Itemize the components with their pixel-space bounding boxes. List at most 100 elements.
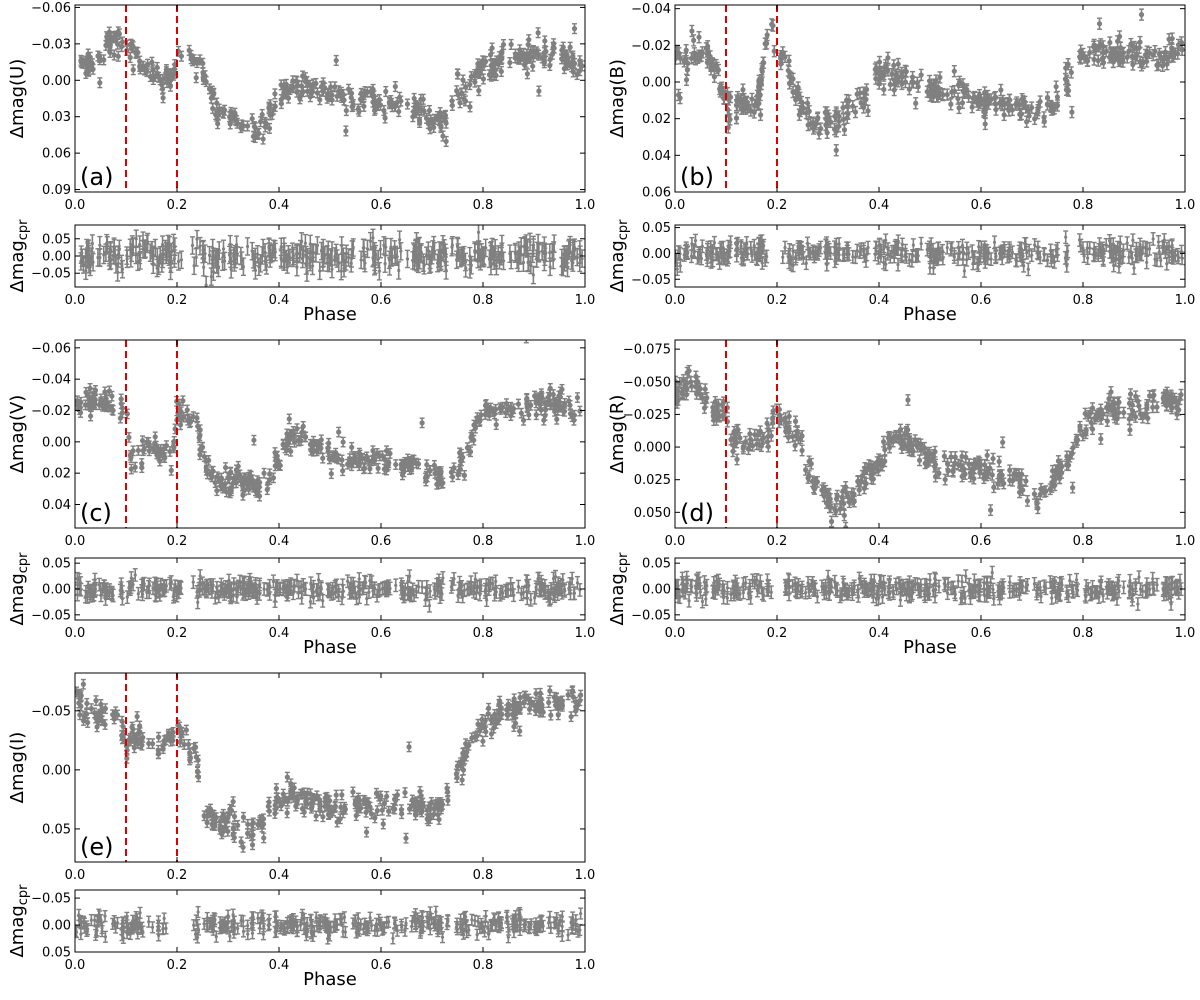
lc-marker bbox=[567, 44, 573, 50]
lc-point bbox=[463, 81, 469, 93]
lc-point bbox=[101, 54, 107, 66]
resid-point bbox=[377, 239, 383, 259]
lc-point bbox=[135, 46, 141, 59]
resid-marker bbox=[373, 263, 377, 267]
resid-point bbox=[278, 250, 284, 269]
lc-marker bbox=[443, 120, 449, 126]
resid-point bbox=[137, 251, 143, 270]
resid-point bbox=[373, 244, 379, 264]
lc-marker bbox=[764, 32, 770, 38]
lc-marker bbox=[508, 41, 514, 48]
resid-marker bbox=[134, 237, 138, 241]
resid-marker bbox=[371, 236, 375, 240]
resid-point bbox=[194, 229, 200, 249]
lc-point bbox=[455, 68, 461, 80]
lc-point bbox=[790, 72, 796, 86]
lc-marker bbox=[705, 43, 711, 49]
resid-marker bbox=[264, 263, 269, 268]
resid-marker bbox=[229, 267, 233, 271]
lc-marker bbox=[398, 98, 404, 104]
resid-point bbox=[350, 238, 356, 257]
resid-marker bbox=[521, 261, 526, 265]
resid-marker bbox=[90, 241, 94, 246]
resid-marker bbox=[221, 247, 226, 251]
resid-point bbox=[443, 261, 449, 280]
lc-marker bbox=[234, 120, 240, 126]
lc-point bbox=[300, 86, 306, 98]
lc-marker bbox=[260, 136, 266, 142]
lc-marker bbox=[677, 95, 683, 101]
lc-point bbox=[524, 68, 530, 80]
lc-marker bbox=[107, 42, 113, 48]
resid-point bbox=[220, 252, 226, 272]
lc-marker bbox=[350, 102, 356, 108]
lc-marker bbox=[756, 100, 762, 107]
lc-point bbox=[683, 44, 689, 57]
resid-point bbox=[190, 236, 196, 255]
lc-point bbox=[542, 35, 548, 47]
lc-marker bbox=[240, 123, 247, 129]
resid-point bbox=[501, 251, 507, 271]
resid-point bbox=[565, 258, 571, 278]
lc-marker bbox=[256, 130, 262, 137]
lc-marker bbox=[426, 107, 433, 114]
lc-point bbox=[341, 94, 347, 106]
lc-marker bbox=[222, 107, 228, 113]
lc-point bbox=[771, 44, 777, 58]
lc-marker bbox=[215, 121, 221, 127]
resid-marker bbox=[450, 243, 455, 247]
resid-point bbox=[228, 260, 234, 279]
lc-point bbox=[579, 60, 585, 72]
main-ylabel: Δmag(U) bbox=[7, 59, 28, 139]
lc-marker bbox=[579, 63, 585, 69]
resid-point bbox=[287, 248, 293, 268]
lc-point bbox=[571, 23, 578, 35]
lc-marker bbox=[383, 88, 389, 95]
lc-marker bbox=[249, 116, 255, 122]
resid-marker bbox=[373, 252, 378, 256]
resid-marker bbox=[528, 240, 532, 244]
resid-xtick-label: 0.2 bbox=[167, 293, 188, 308]
lc-marker bbox=[727, 94, 734, 100]
resid-marker bbox=[398, 238, 402, 242]
resid-marker bbox=[501, 259, 506, 263]
resid-point bbox=[551, 234, 557, 253]
resid-marker bbox=[395, 255, 399, 259]
resid-marker bbox=[223, 259, 227, 263]
resid-marker bbox=[456, 251, 460, 255]
resid-marker bbox=[305, 255, 310, 259]
resid-point bbox=[508, 250, 514, 270]
resid-point bbox=[328, 248, 334, 267]
lc-point bbox=[685, 57, 691, 70]
lc-point bbox=[476, 85, 482, 97]
lc-marker bbox=[685, 60, 691, 66]
resid-marker bbox=[346, 255, 351, 260]
resid-point bbox=[89, 234, 95, 253]
lc-marker bbox=[498, 68, 504, 75]
lc-point bbox=[782, 50, 788, 64]
lc-marker bbox=[790, 76, 796, 82]
lc-point bbox=[758, 77, 764, 91]
lc-marker bbox=[740, 87, 746, 93]
resid-marker bbox=[444, 255, 448, 259]
lc-marker bbox=[683, 47, 689, 53]
lc-marker bbox=[356, 108, 362, 114]
lc-marker bbox=[329, 92, 335, 98]
resid-marker bbox=[484, 246, 488, 250]
resid-marker bbox=[91, 260, 95, 264]
lc-point bbox=[745, 100, 751, 114]
lc-marker bbox=[343, 107, 349, 114]
resid-marker bbox=[245, 244, 250, 249]
lc-point bbox=[498, 65, 504, 78]
xlabel: Phase bbox=[303, 304, 357, 325]
resid-marker bbox=[138, 258, 142, 262]
resid-marker bbox=[216, 266, 221, 270]
resid-marker bbox=[233, 257, 238, 261]
resid-marker bbox=[580, 257, 584, 261]
lc-point bbox=[757, 108, 764, 122]
resid-point bbox=[404, 249, 410, 269]
resid-marker bbox=[217, 248, 221, 253]
lc-point bbox=[508, 38, 514, 51]
resid-marker bbox=[565, 266, 570, 270]
resid-point bbox=[530, 238, 536, 258]
